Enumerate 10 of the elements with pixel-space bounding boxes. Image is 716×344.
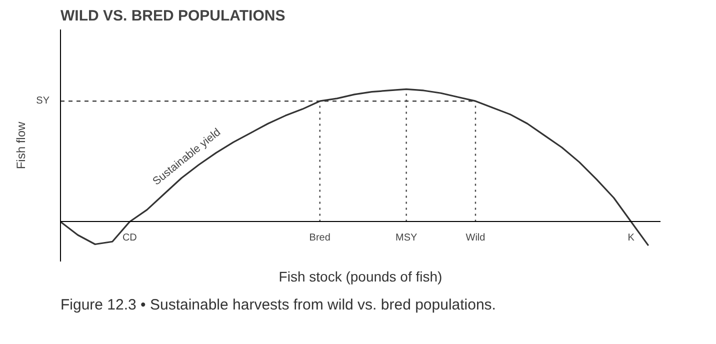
x-tick-label: CD bbox=[122, 232, 137, 244]
x-tick-label: K bbox=[628, 232, 635, 244]
ref-line-label: SY bbox=[36, 96, 50, 107]
caption: Figure 12.3 • Sustainable harvests from wild vs. bred populations. bbox=[60, 296, 496, 314]
y-axis-title: Fish flow bbox=[14, 121, 28, 170]
x-tick-label: Bred bbox=[309, 232, 330, 244]
x-tick-label: Wild bbox=[466, 232, 486, 244]
x-tick-label: MSY bbox=[395, 232, 418, 244]
x-axis-title: Fish stock (pounds of fish) bbox=[278, 268, 442, 284]
chart-title: WILD VS. BRED POPULATIONS bbox=[60, 8, 286, 24]
